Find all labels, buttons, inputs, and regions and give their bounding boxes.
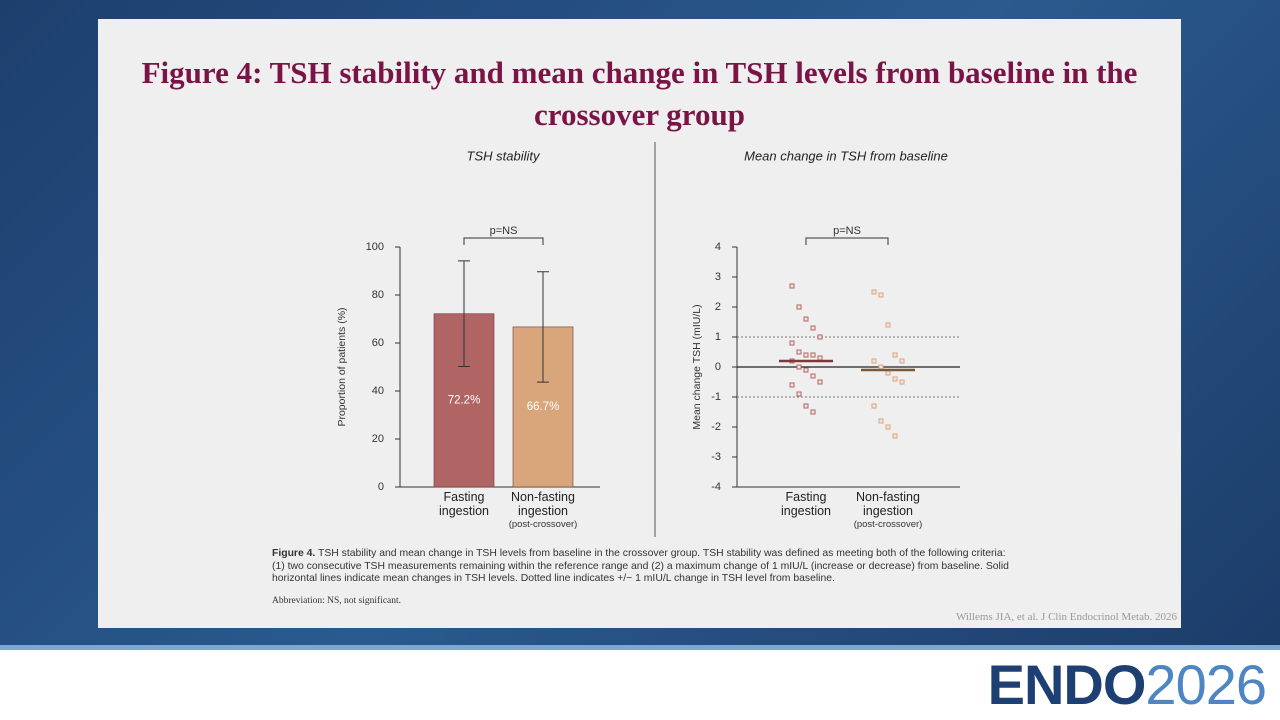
logo: ENDO2026 bbox=[987, 652, 1267, 717]
data-point bbox=[796, 391, 802, 397]
y-tick-label: 1 bbox=[715, 331, 721, 343]
y-tick-label: 3 bbox=[715, 271, 721, 283]
caption: Figure 4. TSH stability and mean change … bbox=[272, 548, 1012, 586]
data-point bbox=[892, 433, 898, 439]
y-tick-label: 0 bbox=[378, 481, 384, 493]
y-tick-label: 40 bbox=[372, 385, 384, 397]
error-bar bbox=[537, 271, 549, 383]
y-tick-label: 2 bbox=[715, 301, 721, 313]
value-label: 72.2% bbox=[448, 394, 481, 406]
y-tick-label: 20 bbox=[372, 433, 384, 445]
category-note: (post-crossover) bbox=[508, 519, 578, 530]
data-point bbox=[796, 304, 802, 310]
logo-brand: ENDO bbox=[987, 653, 1147, 716]
data-point bbox=[796, 349, 802, 355]
value-label: 66.7% bbox=[527, 401, 560, 413]
chart-title: TSH stability bbox=[467, 148, 541, 163]
data-point bbox=[789, 382, 795, 388]
y-tick-label: -1 bbox=[711, 391, 721, 403]
chart-title: Mean change in TSH from baseline bbox=[744, 148, 948, 163]
y-tick-label: 60 bbox=[372, 337, 384, 349]
data-point bbox=[789, 340, 795, 346]
data-point bbox=[885, 370, 891, 376]
y-tick-label: 100 bbox=[366, 241, 384, 253]
citation: Willems JIA, et al. J Clin Endocrinol Me… bbox=[955, 611, 1177, 623]
panel bbox=[98, 19, 1181, 628]
x-tick-label: Fasting ingestion bbox=[780, 490, 832, 518]
data-point bbox=[817, 334, 823, 340]
y-tick-label: -3 bbox=[711, 451, 721, 463]
data-point bbox=[892, 352, 898, 358]
y-axis-label: Proportion of patients (%) bbox=[336, 307, 348, 426]
data-point bbox=[899, 358, 905, 364]
caption-text: TSH stability and mean change in TSH lev… bbox=[272, 548, 1009, 584]
y-tick-label: -2 bbox=[711, 421, 721, 433]
category-note: (post-crossover) bbox=[853, 519, 923, 530]
y-tick-label: 0 bbox=[715, 361, 721, 373]
significance-bracket bbox=[805, 237, 889, 245]
data-point bbox=[899, 379, 905, 385]
y-tick-label: 4 bbox=[715, 241, 721, 253]
y-axis-label: Mean change TSH (mIU/L) bbox=[691, 304, 703, 429]
x-tick-label: Fasting ingestion bbox=[438, 490, 490, 518]
annotation: p=NS bbox=[833, 225, 861, 237]
abbreviation: Abbreviation: NS, not significant. bbox=[272, 596, 402, 606]
error-bar bbox=[458, 260, 470, 368]
data-point bbox=[817, 355, 823, 361]
y-tick-label: -4 bbox=[711, 481, 721, 493]
significance-bracket bbox=[463, 237, 544, 245]
data-point bbox=[878, 364, 884, 370]
annotation: p=NS bbox=[490, 225, 518, 237]
data-point bbox=[871, 403, 877, 409]
data-point bbox=[810, 325, 816, 331]
data-point bbox=[878, 418, 884, 424]
data-point bbox=[810, 373, 816, 379]
data-point bbox=[803, 367, 809, 373]
logo-year: 2026 bbox=[1145, 653, 1267, 716]
data-point bbox=[817, 379, 823, 385]
data-point bbox=[885, 322, 891, 328]
x-tick-label: Non-fasting ingestion bbox=[856, 490, 920, 518]
slide-title: Figure 4: TSH stability and mean change … bbox=[141, 55, 1138, 132]
data-point bbox=[892, 376, 898, 382]
caption-label: Figure 4. bbox=[272, 548, 316, 559]
data-point bbox=[871, 358, 877, 364]
data-point bbox=[810, 409, 816, 415]
data-point bbox=[871, 289, 877, 295]
data-point bbox=[789, 283, 795, 289]
data-point bbox=[803, 403, 809, 409]
data-point bbox=[803, 352, 809, 358]
data-point bbox=[885, 424, 891, 430]
x-tick-label: Non-fasting ingestion bbox=[511, 490, 575, 518]
data-point bbox=[810, 352, 816, 358]
data-point bbox=[796, 364, 802, 370]
data-point bbox=[803, 316, 809, 322]
footer-band bbox=[0, 645, 1280, 720]
y-tick-label: 80 bbox=[372, 289, 384, 301]
data-point bbox=[878, 292, 884, 298]
